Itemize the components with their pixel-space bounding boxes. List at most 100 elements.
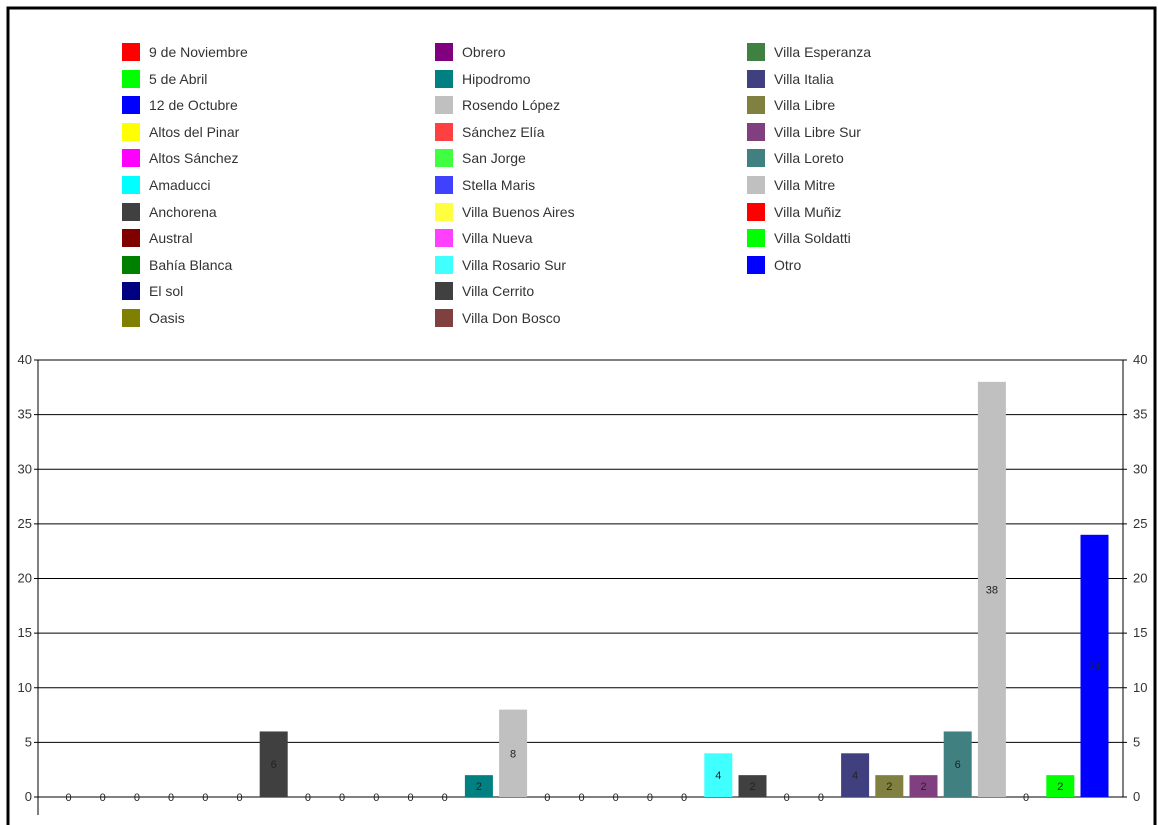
bar-villa-libre-sur	[909, 775, 938, 797]
legend-swatch	[747, 96, 765, 115]
legend-item-stella-maris: Stella Maris	[435, 176, 535, 194]
y-tick-label-left: 20	[18, 571, 32, 586]
y-tick-label-right: 15	[1133, 625, 1147, 640]
legend-swatch	[435, 309, 453, 327]
legend-item-villa-cerrito: Villa Cerrito	[435, 282, 534, 301]
bar-villa-libre	[875, 775, 904, 797]
legend-label: Villa Buenos Aires	[462, 203, 575, 220]
legend-item-villa-nueva: Villa Nueva	[435, 229, 533, 248]
legend-label: Austral	[149, 230, 193, 247]
legend-swatch	[122, 309, 140, 327]
legend-swatch	[122, 202, 140, 221]
legend-label: Altos Sánchez	[149, 150, 239, 167]
legend-swatch	[122, 176, 140, 194]
legend-swatch	[122, 43, 140, 61]
legend-label: Villa Soldatti	[774, 230, 851, 247]
legend-item-villa-buenos-aires: Villa Buenos Aires	[435, 202, 575, 221]
legend-item-villa-esperanza: Villa Esperanza	[747, 43, 871, 61]
legend-label: Rosendo López	[462, 97, 561, 114]
legend-item-5-de-abril: 5 de Abril	[122, 69, 208, 88]
legend-label: Anchorena	[149, 203, 217, 220]
legend-label: 5 de Abril	[149, 70, 208, 87]
data-label-hipodromo: 2	[476, 781, 482, 793]
y-tick-label-right: 10	[1133, 680, 1147, 695]
data-label-villa-libre-sur: 2	[920, 781, 926, 793]
gridlines	[34, 359, 1127, 798]
legend-label: El sol	[149, 283, 184, 300]
legend-item-hipodromo: Hipodromo	[435, 69, 530, 88]
legend-item-villa-rosario-sur: Villa Rosario Sur	[435, 255, 566, 274]
data-label-stella-maris: 0	[613, 792, 619, 804]
bar-anchorena	[259, 731, 288, 797]
data-label-san-jorge: 0	[578, 792, 584, 804]
legend-item-villa-loreto: Villa Loreto	[747, 149, 844, 168]
legend-item-oasis: Oasis	[122, 309, 185, 327]
legend-label: Villa Esperanza	[774, 44, 872, 60]
data-label-bahia-blanca: 0	[339, 792, 345, 804]
legend-swatch	[747, 229, 765, 248]
data-label-villa-mitre: 38	[986, 584, 998, 596]
legend-swatch	[122, 229, 140, 248]
legend-swatch	[747, 122, 765, 141]
legend-item-9-de-noviembre: 9 de Noviembre	[122, 43, 248, 61]
legend-label: Villa Libre	[774, 97, 836, 114]
legend-swatch	[747, 149, 765, 168]
y-tick-label-left: 40	[18, 352, 32, 367]
y-tick-label-right: 25	[1133, 516, 1147, 531]
legend-label: Villa Libre Sur	[774, 123, 861, 140]
data-label-villa-don-bosco: 0	[784, 792, 790, 804]
data-label-altos-sanchez: 0	[202, 792, 208, 804]
data-label-el-sol: 0	[373, 792, 379, 804]
legend-label: Oasis	[149, 310, 185, 326]
y-tick-label-right: 0	[1133, 789, 1140, 804]
data-label-5-de-abril: 0	[100, 792, 106, 804]
bar-rosendo-lopez	[499, 709, 528, 797]
legend-label: Villa Mitre	[774, 177, 836, 193]
y-tick-label-left: 15	[18, 625, 32, 640]
data-label-altos-del-pinar: 0	[168, 792, 174, 804]
legend-label: Stella Maris	[462, 177, 536, 193]
legend-swatch	[435, 282, 453, 301]
bar-otro	[1080, 534, 1109, 797]
legend-item-villa-don-bosco: Villa Don Bosco	[435, 309, 561, 327]
legend-swatch	[122, 282, 140, 301]
data-label-obrero: 0	[442, 792, 448, 804]
legend-label: Villa Loreto	[774, 150, 844, 167]
data-label-villa-loreto: 6	[955, 759, 961, 771]
data-label-villa-cerrito: 2	[749, 781, 755, 793]
legend-item-otro: Otro	[747, 255, 802, 274]
bar-villa-loreto	[943, 731, 972, 797]
y-tick-label-left: 0	[25, 789, 32, 804]
bar-villa-italia	[841, 753, 870, 797]
data-label-villa-buenos-aires: 0	[647, 792, 653, 804]
data-label-villa-soldatti: 2	[1057, 781, 1063, 793]
legend-item-san-jorge: San Jorge	[435, 149, 526, 168]
data-label-otro: 24	[1088, 661, 1100, 673]
legend-swatch	[435, 122, 453, 141]
data-label-villa-esperanza: 0	[818, 792, 824, 804]
legend-label: Villa Muñiz	[774, 203, 842, 220]
legend-item-amaducci: Amaducci	[122, 176, 210, 194]
legend-swatch	[122, 122, 140, 141]
bar-hipodromo	[464, 775, 493, 797]
data-label-12-de-octubre: 0	[134, 792, 140, 804]
right-y-axis: 0 5 10 15 20 25 30 35 40	[1122, 352, 1147, 804]
y-tick-label-right: 35	[1133, 407, 1147, 422]
y-tick-label-left: 35	[18, 407, 32, 422]
y-tick-label-left: 30	[18, 461, 32, 476]
legend-label: San Jorge	[462, 150, 526, 167]
legend-swatch	[747, 255, 765, 274]
bar-villa-rosario-sur	[704, 753, 733, 797]
legend-label: Sánchez Elía	[462, 123, 545, 140]
data-label-villa-libre: 2	[886, 781, 892, 793]
data-label-sanchez-elia: 0	[544, 792, 550, 804]
legend-swatch	[747, 69, 765, 88]
legend-label: Villa Nueva	[462, 230, 533, 247]
legend-swatch	[747, 43, 765, 61]
bar-villa-soldatti	[1046, 775, 1075, 797]
legend-item-villa-soldatti: Villa Soldatti	[747, 229, 851, 248]
legend-swatch	[747, 176, 765, 194]
legend-label: Otro	[774, 256, 802, 273]
